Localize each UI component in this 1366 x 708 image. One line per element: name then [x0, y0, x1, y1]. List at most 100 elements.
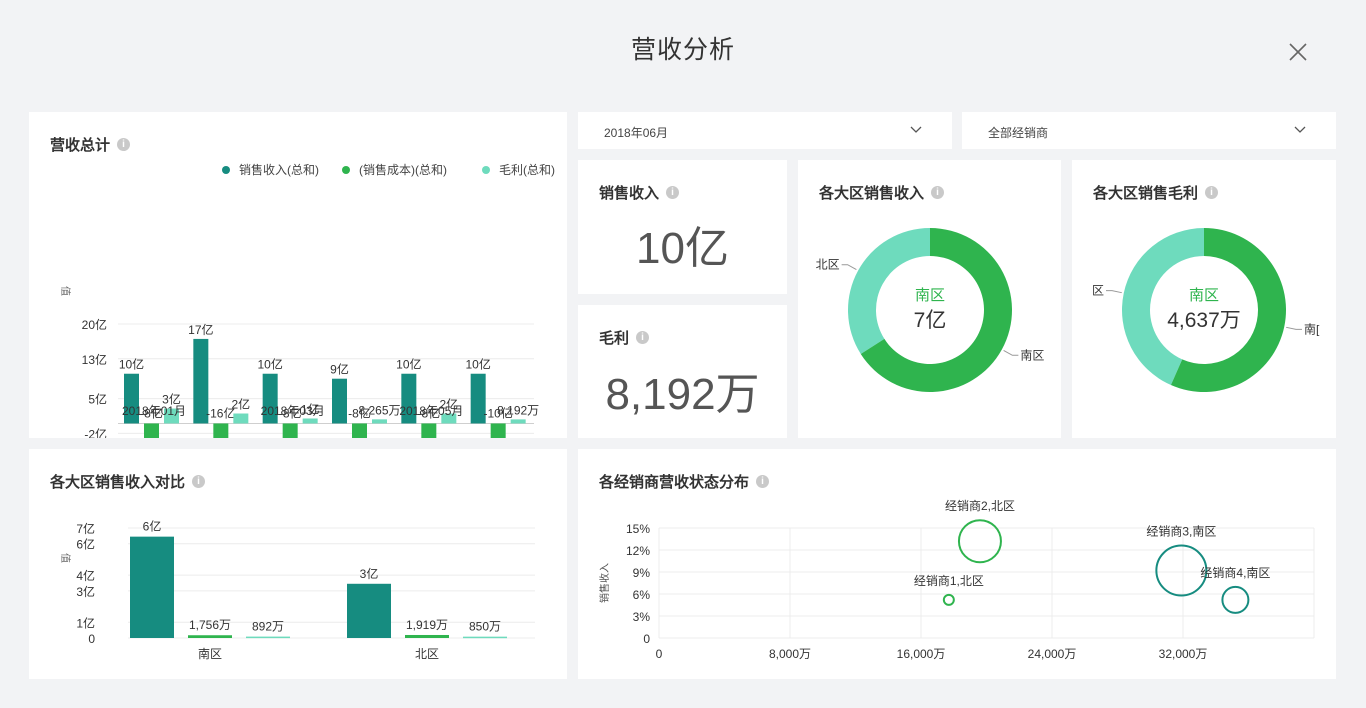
x-tick-label: 2018年03月 [261, 404, 325, 418]
bar [124, 373, 139, 424]
kpi-profit-card: 毛利 i 8,192万 [578, 305, 787, 438]
y-tick-label: 12% [626, 544, 650, 558]
y-tick-label: 3% [633, 610, 651, 624]
bubble-label: 经销商3,南区 [1146, 524, 1216, 539]
dealer-select[interactable]: 全部经销商 [962, 112, 1336, 149]
y-tick-label: 1亿 [76, 615, 95, 630]
data-label: 1亿 [301, 401, 320, 416]
pie-slice [1122, 228, 1204, 386]
info-icon[interactable]: i [1205, 186, 1219, 199]
total-revenue-card: 营收总计 i 销售收入(总和) (销售成本)(总和) 毛利(总和) 值 20亿 13亿 5亿 -… [29, 112, 567, 438]
region-profit-donut: 南区 4,637万 南[匕区 [1092, 228, 1320, 392]
bar [246, 636, 290, 639]
bar [302, 418, 318, 424]
chevron-down-icon [1294, 126, 1306, 133]
data-label: 850万 [469, 620, 501, 634]
data-label: -16亿 [206, 405, 235, 420]
legend-label: (销售成本)(总和) [359, 162, 447, 177]
y-tick-label: 6亿 [76, 537, 95, 552]
kpi-revenue-value: 10亿 [636, 224, 729, 273]
bar [463, 636, 507, 639]
bar [347, 583, 391, 638]
data-label: -8亿 [279, 405, 302, 420]
card-title: 各经销商营收状态分布 i [599, 471, 770, 492]
dealer-bubble-chart: 销售收入 0 3% 6% 9% 12% 15% 0 8,000万 16,000万 24,000万 32… [598, 498, 1315, 661]
y-tick-label: 15% [626, 522, 650, 536]
card-title: 毛利 i [599, 327, 650, 348]
y-tick-label: 20亿 [82, 317, 107, 332]
x-tick-label: 8,000万 [769, 647, 811, 661]
data-label: -10亿 [483, 405, 512, 420]
pie-leader-line [841, 264, 857, 270]
data-label: 2亿 [439, 397, 458, 412]
legend-label: 毛利(总和) [499, 163, 555, 177]
donut-center-label: 南区 [915, 287, 945, 304]
data-label: 6亿 [143, 519, 162, 534]
y-tick-label: 6% [633, 588, 651, 602]
month-select-value: 2018年06月 [604, 126, 669, 140]
bar [332, 378, 347, 424]
pie-slice [848, 228, 930, 354]
data-label: 8,192万 [497, 403, 539, 417]
data-label: 10亿 [396, 357, 421, 372]
bar [372, 419, 387, 424]
region-compare-card: 各大区销售收入对比 i 值 7亿 6亿 4亿 3亿 1亿 0 6亿 1,756万 892万 南区 3亿 1… [29, 449, 567, 679]
pie-leader-line [1106, 290, 1122, 294]
bar [164, 408, 179, 424]
pie-slice-label: 南[ [1304, 321, 1320, 336]
data-label: 892万 [252, 620, 284, 634]
info-icon[interactable]: i [636, 331, 650, 344]
y-tick-label: 3亿 [76, 584, 95, 599]
bar [262, 373, 278, 424]
info-icon[interactable]: i [756, 475, 770, 488]
pie-leader-line [1286, 326, 1302, 330]
bar [144, 423, 159, 438]
bar [352, 423, 367, 438]
data-label: 9亿 [330, 362, 349, 377]
x-tick-label: 16,000万 [897, 647, 946, 661]
data-label: 3亿 [162, 392, 181, 407]
info-icon[interactable]: i [666, 186, 680, 199]
bar [193, 338, 209, 424]
x-tick-label: 2018年05月 [399, 404, 463, 418]
y-axis-title: 值 [59, 286, 72, 296]
bar [130, 536, 174, 638]
y-axis-title: 销售收入 [598, 563, 611, 603]
data-label: 10亿 [465, 357, 490, 372]
region-revenue-card: 各大区销售收入 i 南区 7亿 南区 北区 [798, 160, 1061, 438]
bar [282, 423, 298, 438]
data-label: -8亿 [417, 405, 440, 420]
donut-center-value: 7亿 [914, 309, 947, 332]
pie-slice-label: 匕区 [1092, 284, 1104, 298]
bubble-point [1221, 585, 1250, 614]
y-tick-label: 5亿 [88, 392, 107, 407]
bubble-point [1155, 544, 1208, 597]
y-tick-label: 0 [88, 632, 95, 646]
bar [233, 413, 249, 424]
x-tick-label: 0 [656, 647, 663, 661]
bar [188, 635, 232, 638]
data-label: 10亿 [257, 357, 282, 372]
kpi-revenue-card: 销售收入 i 10亿 [578, 160, 787, 294]
bar [213, 423, 229, 438]
kpi-profit-value: 8,192万 [605, 370, 760, 419]
x-tick-label: 2018年01月 [122, 404, 186, 418]
pie-slice [860, 228, 1012, 392]
bar [421, 423, 437, 438]
bar [510, 419, 526, 424]
y-axis-title: 值 [59, 553, 72, 563]
bar [490, 423, 506, 438]
x-tick-label: 24,000万 [1028, 647, 1077, 661]
info-icon[interactable]: i [117, 138, 131, 151]
close-button[interactable] [1284, 38, 1312, 66]
pie-slice-label: 北区 [816, 258, 840, 272]
month-select[interactable]: 2018年06月 [578, 112, 952, 149]
legend-marker [482, 166, 490, 174]
info-icon[interactable]: i [192, 475, 206, 488]
info-icon[interactable]: i [931, 186, 945, 199]
pie-slice [1170, 228, 1286, 392]
bubble-label: 经销商2,北区 [945, 498, 1015, 513]
data-label: 8,265万 [358, 403, 400, 417]
